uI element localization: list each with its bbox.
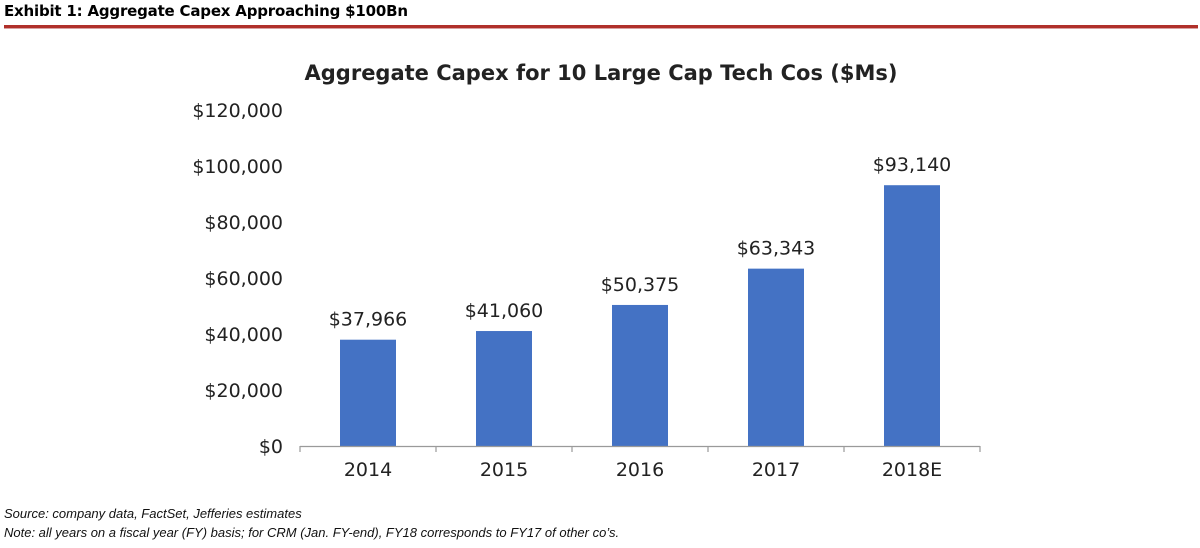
exhibit-title: Exhibit 1: Aggregate Capex Approaching $…	[4, 2, 408, 20]
chart-title: Aggregate Capex for 10 Large Cap Tech Co…	[305, 61, 898, 85]
bar-2016	[612, 304, 668, 446]
y-tick-label: $120,000	[192, 100, 283, 122]
data-label: $93,140	[873, 154, 952, 176]
bar-2014	[340, 339, 396, 446]
data-labels: $37,966 $41,060 $50,375 $63,343 $93,140	[329, 154, 952, 330]
data-label: $37,966	[329, 309, 408, 331]
source-note: Source: company data, FactSet, Jefferies…	[4, 506, 302, 521]
y-tick-label: $100,000	[192, 156, 283, 178]
data-label: $41,060	[465, 300, 544, 322]
bars	[340, 185, 940, 446]
data-label: $63,343	[737, 238, 816, 260]
y-axis: $0 $20,000 $40,000 $60,000 $80,000 $100,000 $1…	[192, 100, 283, 458]
x-tick-label: 2017	[752, 459, 800, 481]
y-tick-label: $60,000	[204, 268, 283, 290]
y-tick-label: $20,000	[204, 380, 283, 402]
bar-2018e	[884, 185, 940, 446]
x-tick-label: 2018E	[882, 459, 942, 481]
x-axis: 2014 2015 2016 2017 2018E	[299, 445, 981, 481]
title-rule-shadow	[4, 28, 1198, 29]
bar-2017	[748, 268, 804, 446]
x-tick-label: 2015	[480, 459, 528, 481]
title-rule	[4, 25, 1198, 28]
x-tick-label: 2014	[344, 459, 392, 481]
bar-2015	[476, 331, 532, 446]
y-tick-label: $80,000	[204, 212, 283, 234]
y-tick-label: $40,000	[204, 324, 283, 346]
footnote: Note: all years on a fiscal year (FY) ba…	[4, 525, 620, 540]
x-tick-label: 2016	[616, 459, 664, 481]
data-label: $50,375	[601, 274, 680, 296]
y-tick-label: $0	[259, 436, 283, 458]
